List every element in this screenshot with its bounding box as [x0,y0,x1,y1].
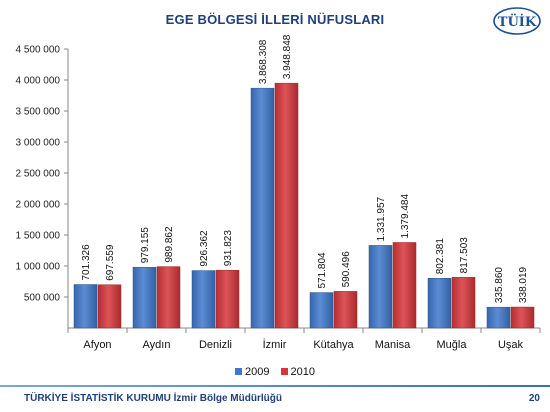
data-label-afyon-2010: 697.559 [105,244,116,281]
bar-mugla-2010 [451,277,476,329]
y-tick-label: 4 000 000 [16,76,61,87]
bar-afyon-2009 [73,284,98,329]
chart-legend: 2009 2010 [0,366,550,378]
data-label-aydin-2010: 989.862 [164,226,175,263]
legend-swatch-2010 [280,368,288,375]
y-tick-label: 4 500 000 [16,45,61,56]
legend-item-2010: 2010 [280,366,316,378]
y-tick-label: 1 000 000 [16,262,61,273]
bar-manisa-2010 [392,242,417,329]
bar-mugla-2009 [427,278,452,329]
data-label-mugla-2010: 817.503 [459,237,470,274]
page-number: 20 [528,393,540,404]
x-category-label: Muğla [437,339,468,351]
data-label-usak-2009: 335.860 [494,267,505,304]
x-category-label: Afyon [83,339,111,351]
legend-swatch-2009 [234,368,242,375]
legend-label-2010: 2010 [290,366,316,378]
data-label-aydin-2009: 979.155 [140,227,151,264]
x-category-label: Manisa [375,339,411,351]
bar-izmir-2010 [274,82,299,329]
data-label-kutahya-2009: 571.804 [317,252,328,289]
y-tick-label: 500 000 [24,293,61,304]
data-label-denizli-2010: 931.823 [223,230,234,267]
tuik-logo: TÜİK [493,7,541,35]
legend-label-2009: 2009 [244,366,270,378]
bar-kutahya-2010 [333,291,358,329]
footer-organization: TÜRKİYE İSTATİSTİK KURUMU İzmir Bölge Mü… [24,393,282,404]
bar-denizli-2009 [191,270,216,329]
x-category-label: Kütahya [313,339,354,351]
svg-text:TÜİK: TÜİK [498,13,537,30]
x-category-label: Aydın [143,339,171,351]
data-label-kutahya-2010: 590.496 [341,251,352,288]
bar-izmir-2009 [250,87,275,329]
x-category-label: İzmir [263,338,287,351]
y-tick-label: 1 500 000 [16,231,61,242]
data-label-afyon-2009: 701.326 [81,244,92,281]
bar-denizli-2010 [215,269,240,329]
x-category-label: Uşak [498,339,524,351]
bar-manisa-2009 [368,245,393,329]
bar-chart: 500 000 1 000 000 1 500 000 2 000 000 2 500 … [16,34,541,351]
footer-divider [0,385,550,387]
bar-usak-2010 [510,306,535,329]
y-tick-label: 3 000 000 [16,138,61,149]
data-label-usak-2010: 338.019 [518,266,529,303]
legend-item-2009: 2009 [234,366,270,378]
bar-afyon-2010 [97,284,122,329]
bar-usak-2009 [486,306,511,329]
data-label-manisa-2009: 1.331.957 [376,196,387,241]
data-label-denizli-2009: 926.362 [199,230,210,267]
chart-title: EGE BÖLGESİ İLLERİ NÜFUSLARI [165,12,385,27]
data-label-izmir-2010: 3.948.848 [282,34,293,79]
bar-aydin-2010 [156,266,181,329]
data-label-mugla-2009: 802.381 [435,238,446,275]
y-tick-label: 2 000 000 [16,200,61,211]
y-tick-label: 2 500 000 [16,169,61,180]
y-tick-label: 3 500 000 [16,107,61,118]
x-category-label: Denizli [199,339,232,351]
bar-aydin-2009 [132,267,157,329]
data-label-manisa-2010: 1.379.484 [400,194,411,239]
data-label-izmir-2009: 3.868.308 [258,39,269,84]
bar-kutahya-2009 [309,292,334,329]
